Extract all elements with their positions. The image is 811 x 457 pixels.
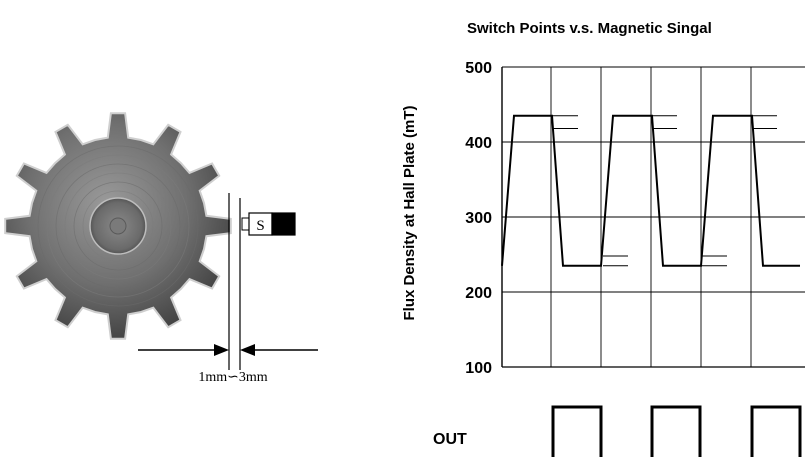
magnet-south-label: S (256, 218, 264, 234)
gear-texture-ring (73, 181, 163, 271)
magnet-north-label: N (278, 218, 289, 234)
out-pulse (551, 405, 603, 457)
gear-illustration (4, 112, 232, 340)
flux-chart: 100 200 300 400 500 (465, 60, 805, 377)
y-tick-label: 100 (465, 360, 492, 377)
out-pulse (750, 405, 802, 457)
out-label: OUT (433, 431, 467, 448)
gear-texture-ring (37, 145, 199, 307)
arrow-left-icon (240, 344, 255, 356)
y-tick-label: 500 (465, 60, 492, 77)
magnet-north (271, 212, 296, 236)
gap-dimension: 1mm∽3mm (138, 344, 318, 385)
out-pulse (650, 405, 702, 457)
y-axis-label: Flux Density at Hall Plate (mT) (401, 105, 418, 320)
gear-texture-ring (82, 190, 154, 262)
gear-texture-ring (46, 154, 190, 298)
gear-texture-ring (64, 172, 172, 280)
y-tick-label: 300 (465, 210, 492, 227)
chart-title: Switch Points v.s. Magnetic Singal (467, 20, 712, 37)
sensor-tab (241, 217, 250, 231)
gear-center (109, 217, 127, 235)
arrow-right-icon (214, 344, 229, 356)
magnet: S N (241, 212, 296, 236)
out-signal (551, 405, 802, 457)
y-tick-label: 400 (465, 135, 492, 152)
y-tick-label: 200 (465, 285, 492, 302)
gear-texture-ring (55, 163, 181, 289)
gap-label: 1mm∽3mm (198, 370, 267, 385)
